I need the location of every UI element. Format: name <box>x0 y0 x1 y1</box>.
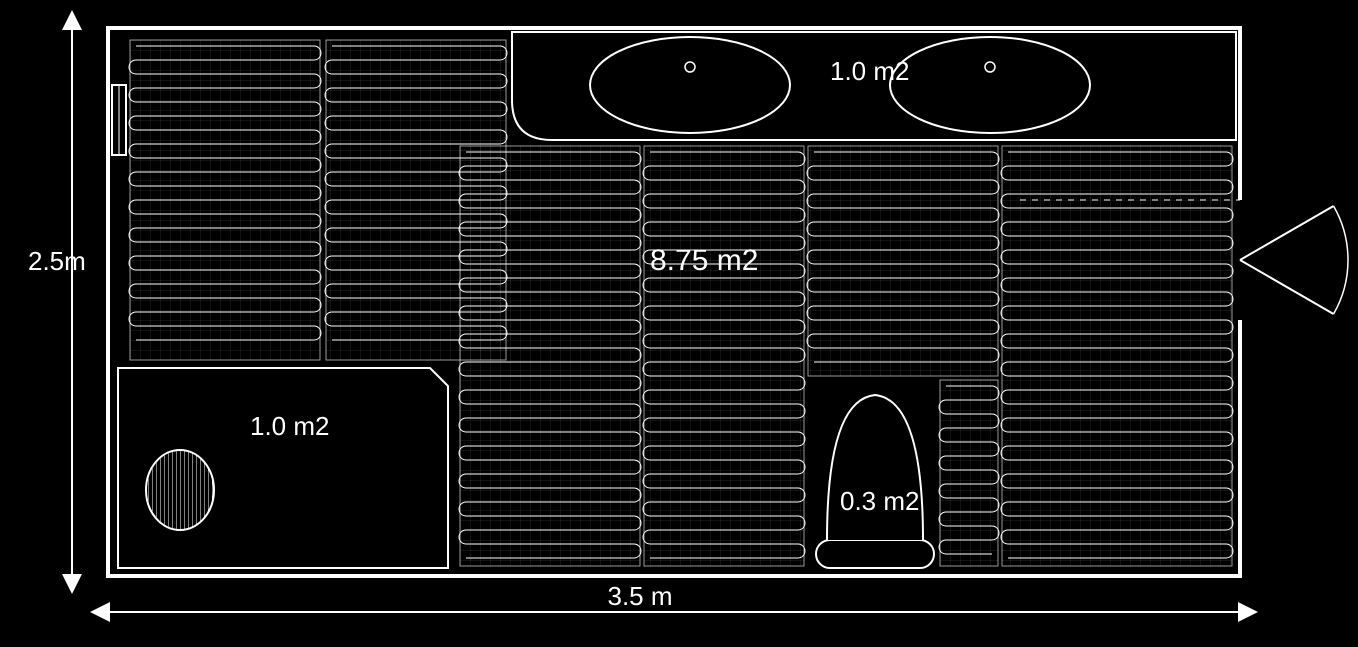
dim-label-vertical: 2.5m <box>28 246 86 276</box>
toilet-base <box>816 540 934 568</box>
shower-drain <box>146 450 214 530</box>
label-vanity-area: 1.0 m2 <box>830 56 910 86</box>
heating-mat-panel <box>939 380 999 566</box>
vanity-counter <box>512 32 1236 140</box>
dim-label-horizontal: 3.5 m <box>607 581 672 611</box>
heating-mat-panel <box>807 146 999 376</box>
label-shower-area: 1.0 m2 <box>250 411 330 441</box>
heating-mat-panel <box>459 146 641 566</box>
label-toilet-area: 0.3 m2 <box>840 486 920 516</box>
heating-mat-panel <box>129 40 321 360</box>
heating-mat-panel <box>643 146 805 566</box>
heating-mat-panel <box>1001 146 1233 566</box>
label-main-area: 8.75 m2 <box>650 244 758 277</box>
